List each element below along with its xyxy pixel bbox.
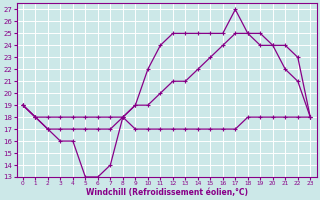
X-axis label: Windchill (Refroidissement éolien,°C): Windchill (Refroidissement éolien,°C) xyxy=(85,188,248,197)
